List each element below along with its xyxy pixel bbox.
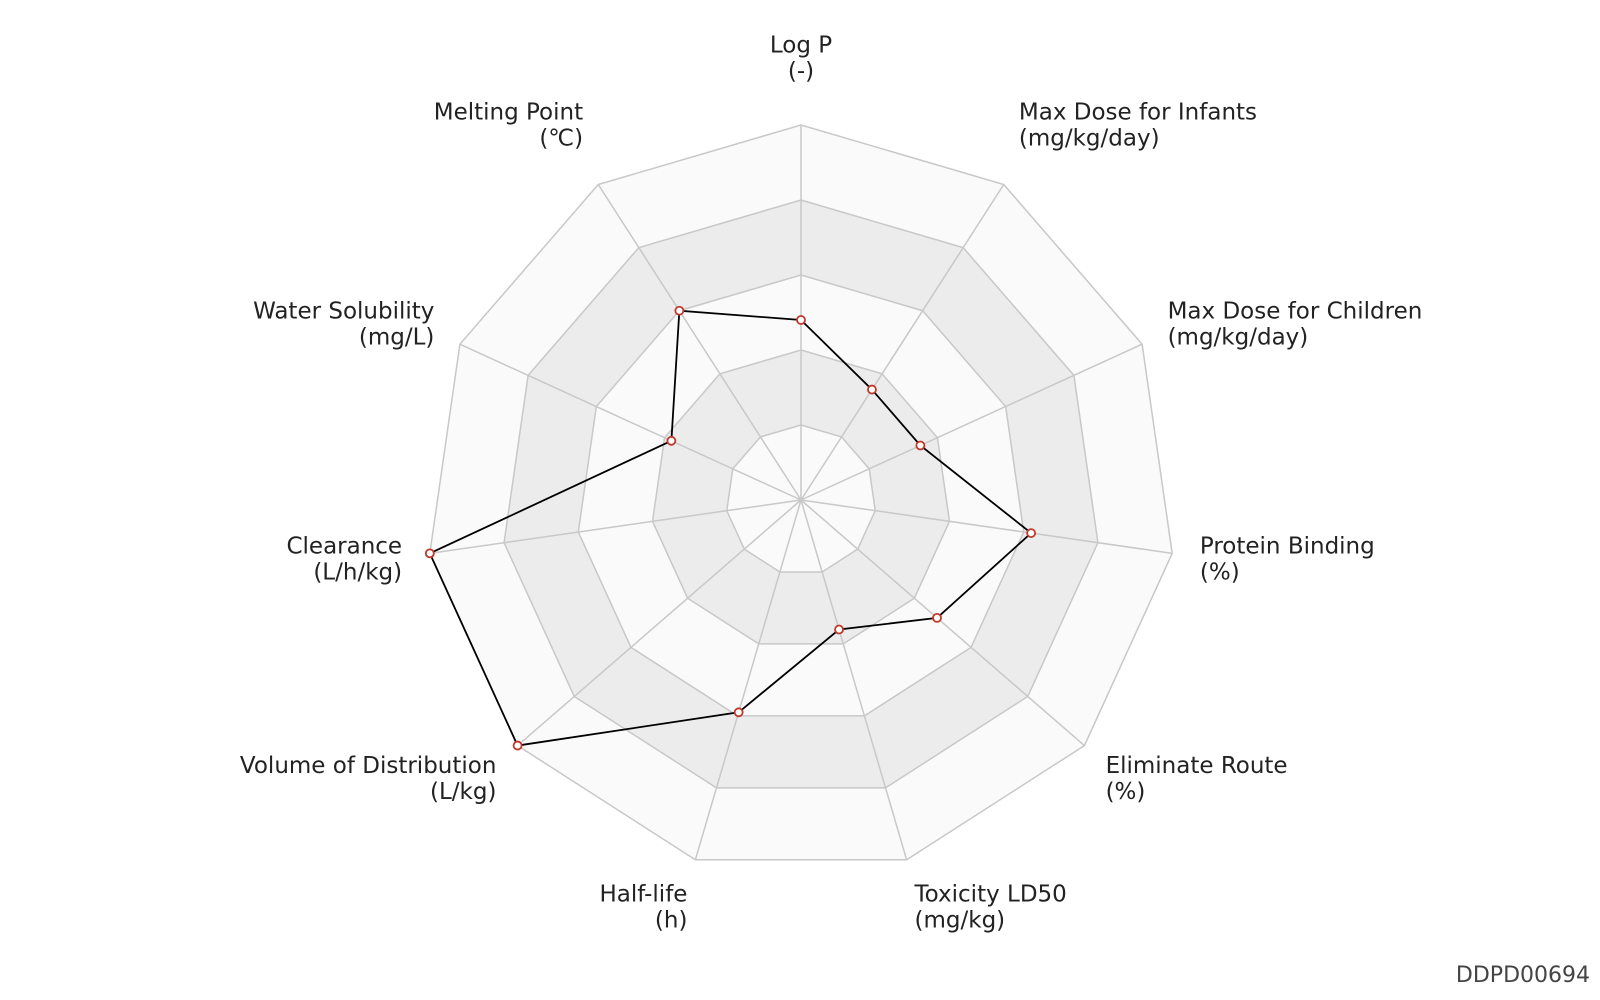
axis-label: Protein Binding xyxy=(1200,533,1375,559)
data-point xyxy=(915,440,926,451)
axis-unit: (mg/kg) xyxy=(915,907,1006,933)
axis-spoke xyxy=(800,499,908,861)
data-point xyxy=(1026,528,1037,538)
axis-unit: (%) xyxy=(1106,779,1146,805)
axis-label: Max Dose for Children xyxy=(1168,299,1423,325)
data-point xyxy=(834,624,844,635)
axis-spoke xyxy=(800,343,1143,501)
axis-unit: (mg/kg/day) xyxy=(1019,125,1160,151)
axis-unit: (mg/kg/day) xyxy=(1168,325,1309,351)
data-point xyxy=(666,435,677,446)
axis-label: Toxicity LD50 xyxy=(914,881,1067,907)
axis-unit: (℃) xyxy=(539,125,583,151)
data-line xyxy=(428,309,1033,747)
axis-spoke xyxy=(800,499,1173,555)
axis-spoke xyxy=(429,499,802,555)
axis-label: Volume of Distribution xyxy=(240,753,497,779)
data-point xyxy=(674,305,685,316)
axis-unit: (mg/L) xyxy=(359,325,435,351)
data-point xyxy=(932,612,942,623)
axis-spoke xyxy=(800,499,1085,747)
axis-label: Clearance xyxy=(286,533,402,559)
axis-unit: (%) xyxy=(1200,559,1240,585)
axis-label: Half-life xyxy=(600,881,688,907)
data-point xyxy=(796,315,806,325)
axis-unit: (L/kg) xyxy=(430,779,496,805)
axis-unit: (-) xyxy=(788,59,814,85)
axis-spoke xyxy=(517,499,802,747)
data-point xyxy=(733,707,744,718)
axis-unit: (h) xyxy=(655,907,688,933)
axis-label: Water Solubility xyxy=(253,299,434,325)
axis-spoke xyxy=(459,343,802,501)
axis-label: Eliminate Route xyxy=(1106,753,1288,779)
data-point xyxy=(424,548,435,559)
axis-label: Max Dose for Infants xyxy=(1019,99,1257,125)
axis-label: Log P xyxy=(770,33,832,59)
axis-label: Melting Point xyxy=(434,99,583,125)
data-point xyxy=(867,384,877,395)
axis-unit: (L/h/kg) xyxy=(313,559,402,585)
axis-spoke xyxy=(800,184,1005,501)
data-point xyxy=(512,740,523,751)
axis-spoke xyxy=(597,184,802,501)
footer-id: DDPD00694 xyxy=(1456,963,1590,988)
axis-spoke xyxy=(694,499,802,861)
